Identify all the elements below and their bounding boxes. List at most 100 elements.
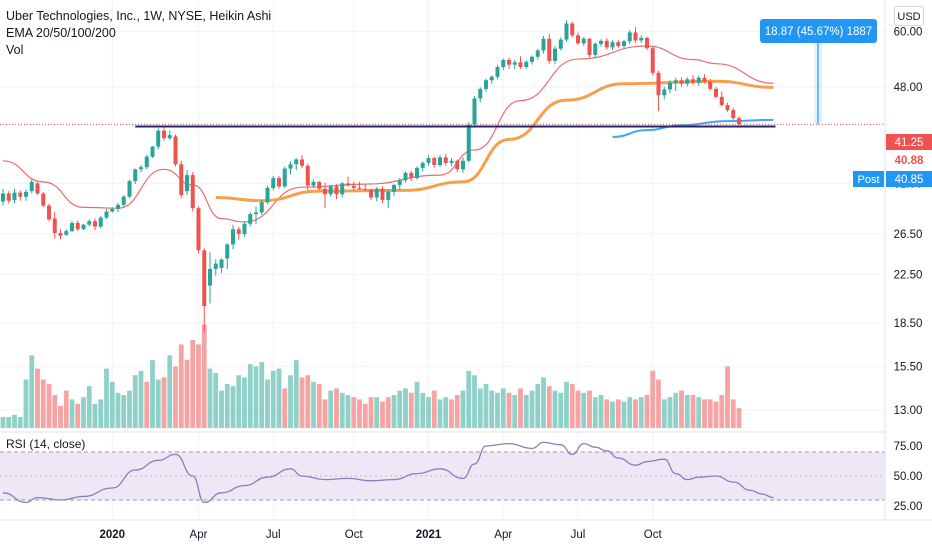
time-tick-label: Apr bbox=[190, 529, 208, 541]
candle-body bbox=[190, 175, 195, 209]
candle-body bbox=[334, 186, 339, 195]
candle-body bbox=[12, 192, 17, 200]
volume-bar bbox=[17, 417, 23, 428]
candle-body bbox=[248, 214, 253, 224]
candle-body bbox=[259, 202, 264, 213]
candle-body bbox=[340, 183, 345, 195]
post-market-tag: Post 40.85 bbox=[853, 171, 932, 187]
candle-body bbox=[564, 23, 569, 40]
candlesticks bbox=[1, 20, 741, 333]
candle-body bbox=[254, 212, 258, 215]
candle-body bbox=[691, 79, 695, 83]
candle-body bbox=[581, 38, 586, 44]
candle-body bbox=[93, 221, 97, 227]
candle-body bbox=[627, 32, 632, 42]
candle-body bbox=[576, 35, 580, 44]
candle-body bbox=[369, 189, 373, 198]
volume-bar bbox=[115, 392, 121, 428]
volume-bar bbox=[684, 395, 690, 428]
volume-bar bbox=[161, 377, 167, 428]
candle-body bbox=[725, 105, 730, 111]
candle-body bbox=[35, 183, 40, 194]
candle-body bbox=[18, 192, 23, 197]
candle-body bbox=[196, 208, 201, 251]
volume-bar bbox=[132, 375, 138, 428]
volume-bar bbox=[592, 397, 598, 428]
volume-bar bbox=[719, 395, 725, 428]
volume-legend[interactable]: Vol bbox=[6, 43, 24, 57]
volume-bar bbox=[397, 390, 403, 428]
candle-body bbox=[144, 156, 149, 168]
candle-body bbox=[685, 79, 690, 84]
candle-body bbox=[236, 229, 241, 234]
volume-bar bbox=[730, 399, 736, 428]
candle-body bbox=[679, 80, 684, 84]
volume-bar bbox=[736, 408, 742, 428]
volume-bar bbox=[293, 359, 299, 428]
candle-body bbox=[443, 157, 448, 163]
volume-bar bbox=[12, 414, 17, 428]
volume-bar bbox=[81, 397, 86, 428]
volume-bar bbox=[500, 388, 506, 428]
candle-body bbox=[213, 263, 218, 269]
volume-bar bbox=[305, 375, 311, 428]
volume-bar bbox=[472, 375, 477, 428]
candle-body bbox=[167, 135, 172, 139]
candle-body bbox=[311, 181, 316, 186]
volume-bar bbox=[477, 388, 483, 428]
candle-body bbox=[616, 42, 621, 47]
volume-bar bbox=[69, 399, 75, 428]
volume-bar bbox=[535, 384, 541, 428]
candle-body bbox=[604, 40, 609, 48]
rsi-tick-label: 50.00 bbox=[894, 471, 923, 483]
price-tick-label: 18.50 bbox=[894, 318, 923, 330]
price-tick-label: 48.00 bbox=[894, 82, 923, 94]
candle-body bbox=[432, 158, 437, 166]
volume-bar bbox=[564, 381, 569, 428]
candle-body bbox=[737, 118, 741, 125]
measure-tool[interactable] bbox=[813, 30, 823, 125]
candle-body bbox=[98, 217, 103, 227]
candle-body bbox=[415, 167, 419, 179]
candle-body bbox=[162, 130, 166, 139]
candle-body bbox=[633, 32, 638, 41]
candle-body bbox=[662, 89, 667, 96]
candle-body bbox=[397, 180, 402, 185]
volume-bar bbox=[552, 390, 558, 428]
time-axis[interactable]: 2020 Apr Jul Oct 2021 Apr Jul Oct bbox=[99, 529, 662, 541]
volume-bar bbox=[247, 364, 253, 428]
measure-label[interactable]: 18.87 (45.67%) 1887 bbox=[760, 19, 877, 43]
price-axis[interactable]: 60.0048.0032.5026.5022.5018.5015.5013.00… bbox=[894, 27, 923, 513]
candle-body bbox=[650, 48, 655, 73]
rsi-label[interactable]: RSI (14, close) bbox=[6, 437, 85, 451]
volume-bar bbox=[201, 324, 207, 428]
candle-body bbox=[558, 39, 563, 49]
volume-bar bbox=[322, 399, 328, 428]
volume-bar bbox=[6, 417, 12, 428]
candle-body bbox=[104, 211, 109, 218]
candle-body bbox=[714, 88, 718, 97]
volume-bar bbox=[196, 344, 201, 428]
candle-body bbox=[58, 232, 63, 236]
volume-bar bbox=[173, 366, 178, 428]
candle-body bbox=[593, 43, 598, 55]
rsi-line bbox=[2, 441, 774, 504]
candle-body bbox=[231, 229, 235, 245]
candle-body bbox=[501, 59, 506, 68]
price-tick-label: 22.50 bbox=[894, 269, 923, 281]
candle-body bbox=[363, 188, 368, 190]
volume-bar bbox=[0, 417, 6, 428]
currency-button[interactable]: USD bbox=[894, 6, 924, 26]
volume-bar bbox=[483, 384, 489, 428]
candle-body bbox=[673, 80, 678, 83]
volume-bar bbox=[155, 379, 161, 428]
volume-bar bbox=[230, 386, 236, 428]
candle-body bbox=[1, 193, 5, 202]
volume-bar bbox=[63, 390, 69, 428]
grid-lines bbox=[0, 0, 885, 520]
volume-bar bbox=[621, 401, 627, 428]
ema-legend[interactable]: EMA 20/50/100/200 bbox=[6, 26, 116, 40]
volume-bar bbox=[679, 390, 684, 428]
symbol-title[interactable]: Uber Technologies, Inc., 1W, NYSE, Heiki… bbox=[6, 9, 272, 23]
